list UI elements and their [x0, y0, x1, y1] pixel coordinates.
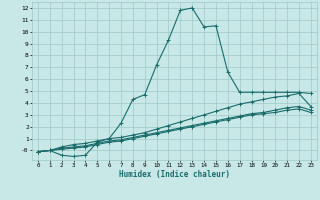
X-axis label: Humidex (Indice chaleur): Humidex (Indice chaleur)	[119, 170, 230, 179]
